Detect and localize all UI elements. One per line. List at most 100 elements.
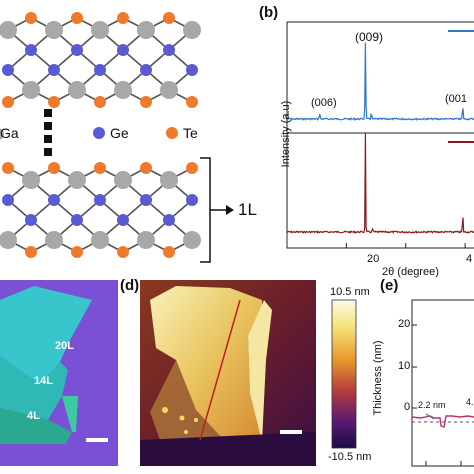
layer-bracket	[200, 157, 211, 263]
ge-atom	[163, 44, 175, 56]
flake-20l	[0, 286, 92, 384]
ge-atom	[186, 194, 198, 206]
peak-label-006: (006)	[311, 97, 337, 109]
peak-label-0012: (001	[445, 93, 468, 105]
te-atom	[186, 96, 198, 108]
label-14l: 14L	[34, 375, 53, 387]
profile-tick-0: 0	[404, 401, 411, 413]
panel-e-label: (e)	[380, 277, 399, 294]
xrd-x-axis-label: 2θ (degree)	[382, 266, 439, 278]
te-atom	[48, 162, 60, 174]
te-legend-dot	[166, 127, 178, 139]
xrd-pattern-top	[286, 42, 474, 122]
te-atom	[186, 162, 198, 174]
panel-d-label: (d)	[120, 277, 140, 294]
ge-atom	[94, 64, 106, 76]
profile-y-axis-label: Thickness (nm)	[372, 340, 384, 416]
annotation-4nm: 4.	[466, 397, 474, 407]
ge-atom	[48, 194, 60, 206]
ga-atom	[137, 231, 155, 249]
scale-bar-d	[280, 430, 302, 434]
ge-atom	[163, 214, 175, 226]
ga-atom	[91, 21, 109, 39]
ge-legend-dot	[93, 127, 105, 139]
ge-atom	[48, 64, 60, 76]
layer-separator	[44, 109, 52, 156]
ga-atom	[114, 81, 132, 99]
ga-atom	[68, 81, 86, 99]
afm-profile-line	[199, 299, 241, 441]
te-atom	[48, 96, 60, 108]
ga-atom	[160, 81, 178, 99]
panel-e-profile	[411, 299, 474, 467]
layer-label: 1L	[238, 200, 257, 219]
xrd-tick-20: 20	[367, 253, 380, 265]
ge-legend-label: Ge	[110, 125, 129, 141]
te-atom	[2, 96, 14, 108]
profile-tick-20: 20	[398, 318, 411, 330]
te-atom	[94, 162, 106, 174]
ga-atom	[114, 171, 132, 189]
te-atom	[25, 246, 37, 258]
ge-atom	[25, 44, 37, 56]
ge-atom	[140, 64, 152, 76]
panel-c-optical	[0, 280, 118, 466]
panel-b-xrd	[286, 21, 474, 249]
flake-4l	[0, 408, 72, 444]
colorbar-max-label: 10.5 nm	[330, 286, 370, 298]
thickness-trace	[411, 415, 474, 428]
ge-atom	[117, 214, 129, 226]
ga-atom	[160, 171, 178, 189]
panel-b-label: (b)	[259, 4, 279, 21]
xrd-tick-4: 4	[466, 253, 473, 265]
te-atom	[140, 162, 152, 174]
te-atom	[163, 12, 175, 24]
xrd-y-axis-label: Intensity (a.u)	[280, 100, 292, 168]
ge-atom	[25, 214, 37, 226]
label-20l: 20L	[55, 340, 74, 352]
te-atom	[140, 96, 152, 108]
ga-atom	[68, 171, 86, 189]
panel-a-structure	[0, 12, 234, 263]
ge-atom	[140, 194, 152, 206]
annotation-2p2nm: 2.2 nm	[418, 400, 446, 410]
ga-atom	[183, 231, 201, 249]
ge-atom	[186, 64, 198, 76]
ga-legend-dot	[0, 128, 4, 140]
ga-atom	[22, 81, 40, 99]
annotation-arrow	[425, 413, 435, 420]
te-atom	[163, 246, 175, 258]
ge-atom	[117, 44, 129, 56]
afm-flake	[150, 286, 262, 442]
scale-bar-c	[86, 438, 108, 442]
colorbar-min-label: -10.5 nm	[328, 451, 372, 463]
profile-tick-10: 10	[398, 360, 411, 372]
te-atom	[25, 12, 37, 24]
ga-atom	[137, 21, 155, 39]
ga-atom	[183, 21, 201, 39]
xrd-pattern-bottom	[286, 133, 474, 234]
te-atom	[94, 96, 106, 108]
te-atom	[2, 162, 14, 174]
flake-14l	[0, 356, 68, 420]
ga-atom	[45, 21, 63, 39]
label-4l: 4L	[27, 410, 40, 422]
ga-atom	[45, 231, 63, 249]
te-legend-label: Te	[183, 125, 198, 141]
te-atom	[71, 12, 83, 24]
te-atom	[71, 246, 83, 258]
ge-atom	[2, 194, 14, 206]
panel-d-afm	[140, 280, 357, 466]
ge-atom	[71, 44, 83, 56]
ga-atom	[0, 231, 17, 249]
ga-legend-label: Ga	[0, 125, 19, 141]
ga-atom	[91, 231, 109, 249]
ga-atom	[0, 21, 17, 39]
ge-atom	[2, 64, 14, 76]
ga-atom	[22, 171, 40, 189]
color-bar	[331, 299, 357, 449]
te-atom	[117, 246, 129, 258]
ge-atom	[71, 214, 83, 226]
te-atom	[117, 12, 129, 24]
